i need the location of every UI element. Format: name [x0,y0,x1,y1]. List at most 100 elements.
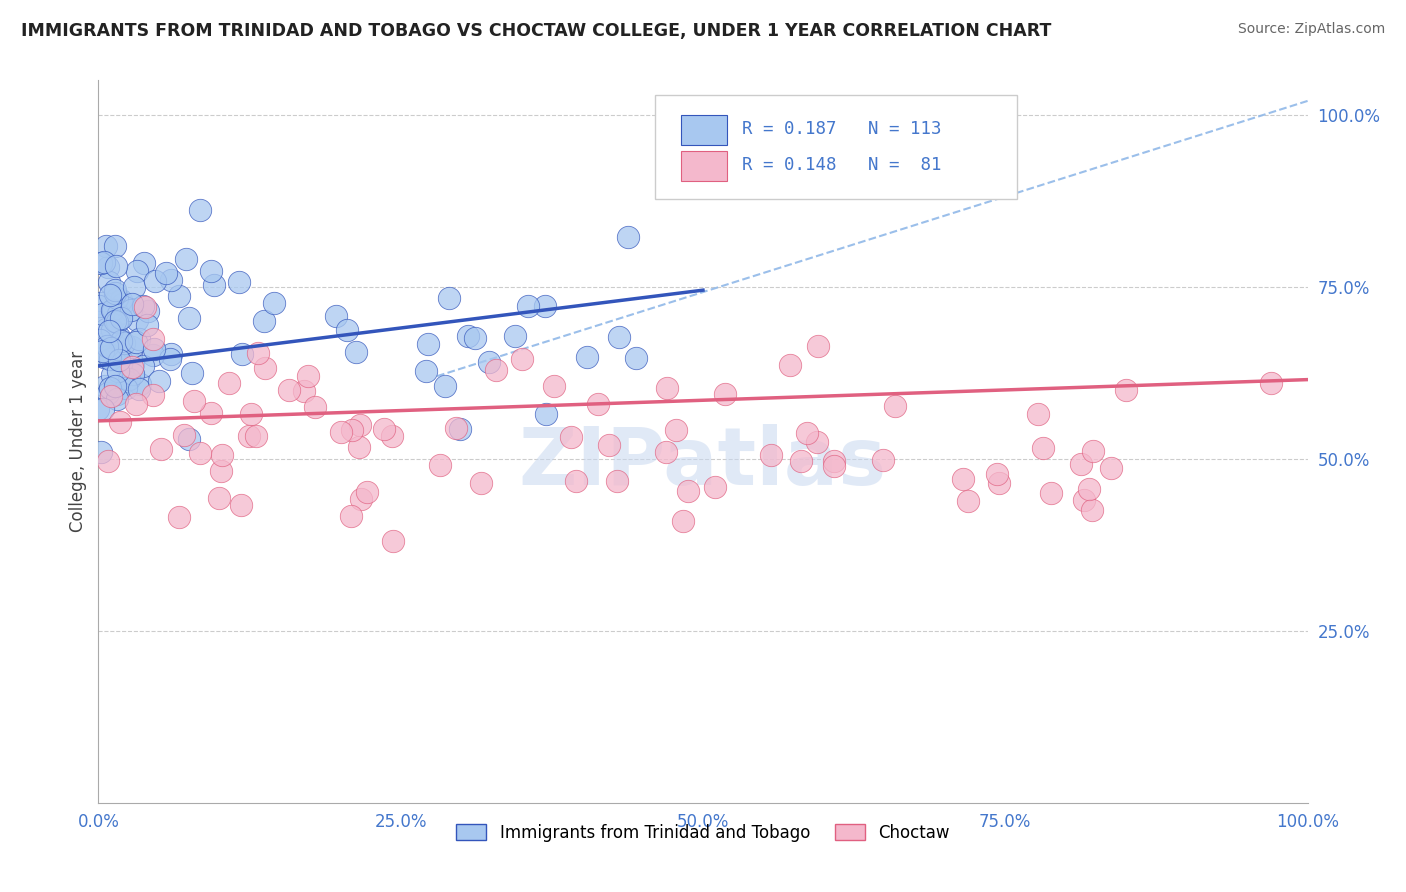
Point [93,350,115,364]
Point [89,299,111,313]
Text: R = 0.187   N = 113: R = 0.187 N = 113 [742,120,941,138]
Point [560,430,582,444]
Point [104,283,127,297]
Point [104,314,127,328]
Point [177,432,200,446]
Point [713,387,735,401]
Point [101,323,124,337]
Point [125,334,148,349]
Point [148,374,170,388]
Point [91,401,114,416]
Point [110,334,132,348]
Point [1081,503,1104,517]
Point [93,255,115,269]
Point [112,336,135,351]
Point [125,264,148,278]
Point [263,295,285,310]
Point [373,421,395,435]
Point [1040,486,1063,500]
Point [121,297,143,311]
Point [606,474,628,488]
Point [143,342,166,356]
Text: IMMIGRANTS FROM TRINIDAD AND TOBAGO VS CHOCTAW COLLEGE, UNDER 1 YEAR CORRELATION: IMMIGRANTS FROM TRINIDAD AND TOBAGO VS C… [21,22,1052,40]
Text: R = 0.148   N =  81: R = 0.148 N = 81 [742,156,941,174]
Point [103,285,125,300]
Point [672,514,695,528]
Point [457,329,479,343]
Point [534,407,557,421]
Point [252,314,274,328]
Point [169,509,191,524]
Point [626,351,648,365]
Point [145,274,167,288]
Point [98,351,121,366]
Point [1099,460,1122,475]
Point [1073,493,1095,508]
Point [534,299,557,313]
FancyBboxPatch shape [682,115,727,145]
Point [94,379,117,393]
Point [790,454,813,468]
Point [823,454,845,468]
Point [655,444,678,458]
Point [121,359,143,374]
Point [100,342,122,356]
Point [297,369,319,384]
Point [183,394,205,409]
Point [246,346,269,360]
Point [872,453,894,467]
Point [108,329,131,343]
Point [105,386,128,401]
Point [101,349,124,363]
Point [510,351,533,366]
FancyBboxPatch shape [682,151,727,181]
Point [884,399,907,413]
Point [135,318,157,333]
Point [169,289,191,303]
Point [806,435,828,450]
Point [1070,458,1092,472]
Point [304,400,326,414]
Point [108,312,131,326]
Point [173,427,195,442]
Point [543,379,565,393]
Point [200,406,222,420]
Point [796,425,818,440]
Point [124,280,146,294]
Point [349,417,371,432]
Point [325,310,347,324]
Point [986,467,1008,481]
Point [245,429,267,443]
Point [253,360,276,375]
Point [208,491,231,505]
Point [1115,383,1137,397]
Point [665,424,688,438]
Point [181,367,204,381]
Point [159,351,181,366]
Point [101,302,124,317]
Point [957,494,980,508]
Point [111,354,134,368]
Point [107,352,129,367]
Point [104,239,127,253]
Point [505,328,527,343]
Point [127,313,149,327]
Point [278,383,301,397]
Point [807,339,830,353]
Point [188,202,211,217]
Point [91,344,114,359]
Point [485,363,508,377]
Point [1026,407,1049,421]
Point [160,347,183,361]
Text: Source: ZipAtlas.com: Source: ZipAtlas.com [1237,22,1385,37]
Point [952,472,974,486]
Point [294,384,316,399]
Point [98,287,121,301]
Point [107,307,129,321]
Point [177,310,200,325]
Point [97,275,120,289]
Point [202,277,225,292]
Point [988,475,1011,490]
Point [356,485,378,500]
Point [100,389,122,403]
